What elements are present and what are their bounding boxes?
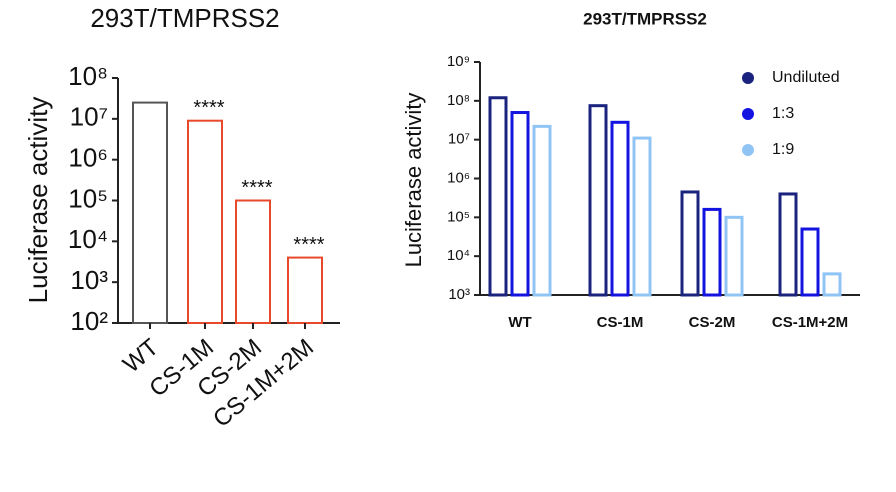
bar [680,190,700,297]
y-tick-label: 10⁷ [448,131,470,148]
y-tick-label: 10⁴ [447,247,470,264]
legend-label: 1:9 [772,141,794,158]
x-tick-label: CS-1M+2M [772,314,848,331]
bar [632,136,652,297]
y-tick-label: 10⁵ [447,208,470,225]
y-tick-label: 10⁹ [447,53,470,70]
y-tick-label: 10⁶ [68,143,108,173]
annotation: **** [241,177,272,199]
x-tick-label: CS-1M [597,314,644,331]
y-tick-label: 10⁶ [447,169,470,186]
legend-marker [742,72,754,84]
y-tick-label: 10⁷ [70,102,108,132]
bar [724,215,744,297]
y-tick-label: 10⁴ [68,224,108,254]
x-tick-label: CS-2M [689,314,736,331]
legend-marker [742,108,754,120]
bar [778,192,798,297]
annotation: **** [193,97,224,119]
y-tick-label: 10² [70,306,108,336]
y-axis-label: Luciferase activity [23,97,53,304]
bar [235,199,271,324]
y-tick-label: 10⁵ [68,183,108,213]
y-tick-label: 10³ [448,286,470,303]
legend-label: Undiluted [772,69,840,86]
y-axis-label: Luciferase activity [401,93,426,268]
legend-label: 1:3 [772,105,794,122]
y-tick-label: 10³ [70,265,108,295]
bar [510,111,530,297]
bar [132,101,168,324]
bar [532,124,552,297]
annotation: **** [293,234,324,256]
chart-title: 293T/TMPRSS2 [90,3,279,33]
bar [488,96,508,297]
y-tick-label: 10⁸ [68,61,108,91]
legend-marker [742,144,754,156]
bar [187,119,223,324]
chart-title: 293T/TMPRSS2 [583,9,707,28]
bar [588,104,608,297]
bar [822,272,842,297]
bar [800,227,820,297]
y-tick-label: 10⁸ [447,92,470,109]
bar [287,256,323,324]
x-tick-label: WT [508,314,531,331]
bar [702,207,722,297]
bar [610,120,630,297]
